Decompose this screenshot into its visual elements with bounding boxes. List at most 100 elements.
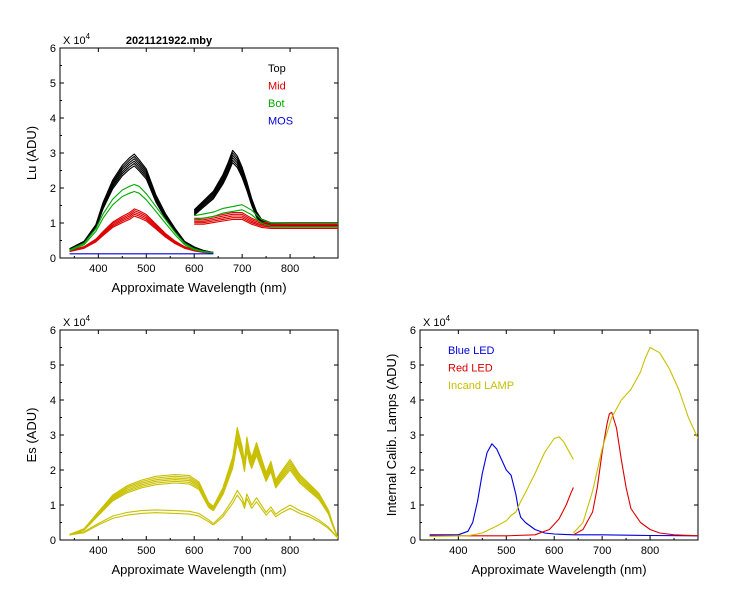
es-ytick-label: 1 xyxy=(50,500,56,512)
lu-ytick-label: 2 xyxy=(50,183,56,195)
es-series-line xyxy=(69,473,214,535)
lu-xtick-label: 800 xyxy=(281,263,299,275)
lu-series-line xyxy=(194,213,338,226)
lamps-legend-entry: Incand LAMP xyxy=(448,380,514,392)
es-xtick-label: 700 xyxy=(233,545,251,557)
lamps-legend-entry: Red LED xyxy=(448,363,493,375)
es-series-line xyxy=(212,435,338,539)
lu-multiplier: X 104 xyxy=(63,32,91,47)
lu-xtick-label: 400 xyxy=(89,263,107,275)
lu-legend-entry: MOS xyxy=(268,116,293,128)
lu-series-line xyxy=(69,162,214,254)
lamps-xtick-label: 500 xyxy=(497,545,515,557)
es-ytick-label: 2 xyxy=(50,465,56,477)
es-xtick-label: 500 xyxy=(137,545,155,557)
lu-ytick-label: 4 xyxy=(50,113,56,125)
es-series-group xyxy=(69,427,338,539)
lamps-series-line xyxy=(429,436,574,538)
es-ylabel: Es (ADU) xyxy=(24,408,39,463)
lamps-multiplier: X 104 xyxy=(423,314,451,329)
es-series-line xyxy=(212,441,338,539)
lamps-series-incand-lamp xyxy=(429,346,698,538)
lu-series-line xyxy=(194,204,338,225)
lu-series-line xyxy=(69,153,214,253)
lamps-xtick-label: 800 xyxy=(641,545,659,557)
lamps-panel: 0 1 2 3 4 5 6 400 500 600 700 800 Approximate Wavele… xyxy=(384,314,699,577)
es-multiplier: X 104 xyxy=(63,314,91,329)
lu-ytick-label: 3 xyxy=(50,148,56,160)
lu-xtick-label: 500 xyxy=(137,263,155,275)
es-xtick-label: 400 xyxy=(89,545,107,557)
lamps-ytick-label: 5 xyxy=(410,360,416,372)
es-ytick-label: 3 xyxy=(50,430,56,442)
lu-ytick-label: 5 xyxy=(50,78,56,90)
lu-legend-entry: Mid xyxy=(268,81,286,93)
lamps-xlabel: Approximate Wavelength (nm) xyxy=(471,562,646,577)
es-multiplier-base: X 10 xyxy=(63,317,86,329)
es-series-line xyxy=(212,427,338,539)
lamps-series-red-led xyxy=(429,411,698,537)
lu-xtick-label: 700 xyxy=(233,263,251,275)
lu-series-line xyxy=(194,215,338,227)
es-series-line xyxy=(69,509,214,536)
lu-ytick-label: 1 xyxy=(50,218,56,230)
lu-series-line xyxy=(193,152,338,225)
es-ytick-label: 6 xyxy=(50,325,56,337)
es-ytick-label: 4 xyxy=(50,395,56,407)
lamps-ytick-label: 0 xyxy=(410,535,416,547)
lamps-plot-frame xyxy=(419,329,699,541)
es-ytick-label: 0 xyxy=(50,535,56,547)
es-panel: 0 1 2 3 4 5 6 400 500 600 700 800 Approximate Wavele… xyxy=(24,314,339,577)
lamps-xtick-label: 400 xyxy=(449,545,467,557)
lamps-multiplier-exp: 4 xyxy=(446,314,451,323)
lu-series-line xyxy=(193,154,338,225)
lu-multiplier-exp: 4 xyxy=(86,32,91,41)
lu-series-line xyxy=(193,149,338,224)
es-series-line xyxy=(213,489,338,539)
lamps-ytick-label: 4 xyxy=(410,395,416,407)
lu-series-top xyxy=(69,149,338,254)
es-series-es-high xyxy=(69,427,338,539)
lamps-ytick-label: 2 xyxy=(410,465,416,477)
es-series-line xyxy=(212,432,338,539)
es-xlabel: Approximate Wavelength (nm) xyxy=(111,562,286,577)
lu-series-line xyxy=(194,218,338,229)
lamps-multiplier-base: X 10 xyxy=(423,317,446,329)
lu-xlabel: Approximate Wavelength (nm) xyxy=(111,280,286,295)
lu-series-line xyxy=(69,190,214,254)
lu-series-mid xyxy=(69,208,338,254)
es-xtick-label: 600 xyxy=(185,545,203,557)
lamps-ytick-label: 1 xyxy=(410,500,416,512)
lu-multiplier-base: X 10 xyxy=(63,35,86,47)
es-multiplier-exp: 4 xyxy=(86,314,91,323)
lamps-series-blue-led xyxy=(429,443,698,537)
es-series-line xyxy=(213,494,338,539)
lamps-series-line xyxy=(573,534,698,537)
lamps-series-line xyxy=(429,487,574,537)
es-xtick-label: 800 xyxy=(281,545,299,557)
es-series-line xyxy=(69,480,214,536)
lu-series-bot xyxy=(69,183,338,254)
lu-chart-title: 2021121922.mby xyxy=(126,35,213,47)
lamps-ylabel: Internal Calib. Lamps (ADU) xyxy=(384,354,399,517)
es-series-line xyxy=(212,430,338,539)
lu-legend-entry: Bot xyxy=(268,98,285,110)
lamps-series-group xyxy=(429,346,698,538)
lamps-xtick-label: 700 xyxy=(593,545,611,557)
lu-series-line xyxy=(69,160,214,254)
lu-xtick-label: 600 xyxy=(185,263,203,275)
lamps-xtick-label: 600 xyxy=(545,545,563,557)
lu-series-line xyxy=(193,157,338,226)
lamps-legend-entry: Blue LED xyxy=(448,345,495,357)
lamps-series-line xyxy=(572,346,698,534)
lu-ytick-label: 0 xyxy=(50,253,56,265)
lu-series-line xyxy=(69,183,214,254)
lu-legend-entry: Top xyxy=(268,63,286,75)
lu-ytick-label: 6 xyxy=(50,43,56,55)
es-series-es-low xyxy=(69,489,338,539)
lu-ylabel: Lu (ADU) xyxy=(24,126,39,180)
es-series-line xyxy=(69,512,214,536)
lu-series-line xyxy=(194,209,338,228)
lu-series-line xyxy=(69,165,214,254)
